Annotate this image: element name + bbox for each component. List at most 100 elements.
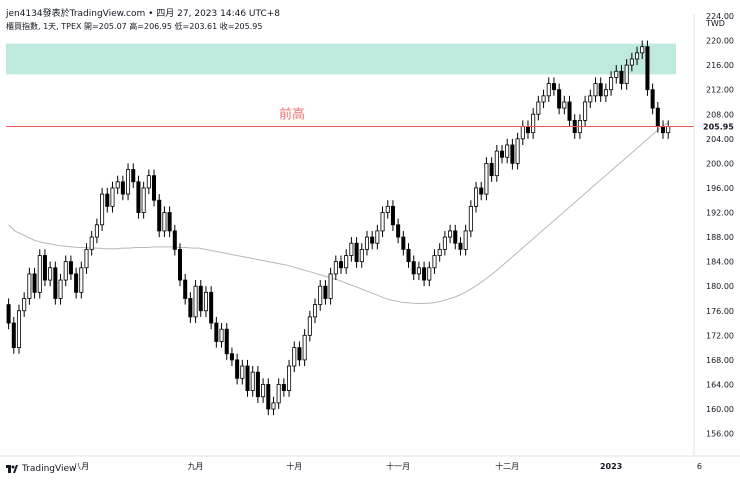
tradingview-logo[interactable]: TradingView: [6, 464, 76, 474]
y-tick-label: 220.00: [706, 37, 734, 46]
candle-body: [479, 187, 484, 195]
candle-body: [141, 187, 146, 213]
candle-body: [370, 236, 375, 244]
candle-body: [48, 267, 53, 281]
candle-body: [115, 181, 120, 189]
candle-body: [416, 267, 421, 275]
candle-body: [603, 89, 608, 97]
candle-body: [32, 273, 37, 293]
candle-body: [261, 384, 266, 398]
tradingview-icon: [6, 465, 18, 473]
y-tick-label: 196.00: [706, 184, 734, 193]
candle-body: [645, 46, 650, 91]
candle-body: [442, 236, 447, 250]
candle-body: [468, 205, 473, 232]
candle-body: [427, 267, 432, 281]
candle-body: [536, 101, 541, 115]
y-tick-label: 188.00: [706, 233, 734, 242]
candle-body: [162, 212, 167, 232]
candle-body: [74, 273, 79, 293]
y-tick-label: 160.00: [706, 405, 734, 414]
candle-body: [401, 236, 406, 250]
candle-body: [167, 212, 172, 232]
candle-body: [152, 175, 157, 201]
candle-body: [172, 230, 177, 250]
symbol-info: 櫃買指數, 1天, TPEX 開=205.07 高=206.95 低=203.6…: [6, 22, 263, 31]
candle-body: [520, 126, 525, 140]
candle-body: [136, 181, 141, 213]
candle-body: [16, 310, 21, 349]
y-tick-label: 216.00: [706, 61, 734, 70]
candle-body: [84, 248, 89, 269]
y-tick-label: 200.00: [706, 159, 734, 168]
moving-average-line: [8, 122, 669, 304]
candle-body: [338, 261, 344, 269]
candle-body: [458, 242, 463, 250]
candle-body: [505, 144, 510, 158]
x-tick-label: 八月: [73, 462, 89, 471]
candle-body: [551, 83, 556, 91]
candle-body: [448, 230, 453, 238]
last-price-label: 205.95: [703, 123, 734, 132]
candle-body: [302, 334, 307, 361]
x-tick-label: 十二月: [495, 461, 519, 471]
y-tick-label: 208.00: [706, 110, 734, 119]
y-tick-label: 176.00: [706, 307, 734, 316]
candle-body: [333, 261, 338, 275]
candle-body: [110, 187, 115, 207]
candle-body: [198, 285, 203, 312]
candle-body: [380, 212, 385, 232]
candle-body: [281, 384, 286, 391]
candle-body: [105, 193, 110, 207]
candle-body: [619, 70, 624, 84]
candle-body: [557, 89, 562, 109]
candle-body: [629, 58, 634, 66]
candle-body: [525, 126, 530, 134]
candle-body: [271, 402, 276, 410]
candle-body: [292, 347, 297, 367]
candle-body: [157, 199, 162, 232]
candle-body: [146, 175, 151, 189]
candle-body: [531, 113, 536, 134]
candle-body: [489, 162, 494, 177]
candle-body: [411, 261, 416, 275]
x-tick-label: 6: [697, 462, 702, 471]
candle-body: [6, 304, 11, 324]
candle-body: [499, 150, 505, 158]
candle-body: [661, 126, 666, 134]
candle-body: [177, 248, 183, 281]
candle-body: [318, 285, 323, 306]
candle-body: [63, 261, 68, 281]
candle-body: [203, 291, 208, 312]
candle-body: [89, 236, 94, 250]
candle-body: [354, 242, 359, 263]
candle-body: [546, 83, 551, 97]
candle-body: [240, 365, 245, 379]
candle-body: [375, 230, 380, 244]
candle-body: [614, 70, 619, 78]
candle-body: [567, 101, 572, 121]
candle-body: [53, 267, 58, 299]
candle-body: [266, 384, 271, 410]
candle-body: [650, 89, 655, 109]
x-tick-label: 十一月: [386, 461, 410, 471]
candle-body: [432, 255, 437, 269]
candle-body: [27, 273, 32, 299]
candle-body: [396, 224, 401, 238]
candle-body: [474, 187, 479, 207]
candle-body: [188, 298, 193, 318]
candle-body: [42, 255, 47, 281]
candle-body: [422, 267, 427, 281]
candle-body: [359, 248, 364, 263]
candle-body: [307, 316, 312, 336]
candle-body: [515, 138, 520, 164]
candle-body: [562, 101, 567, 109]
candle-body: [484, 162, 489, 195]
y-tick-label: 192.00: [706, 209, 734, 218]
candle-body: [224, 328, 229, 355]
candle-body: [390, 205, 395, 226]
candle-body: [131, 169, 136, 183]
candle-body: [250, 371, 255, 391]
x-tick-label: 十月: [286, 461, 302, 471]
